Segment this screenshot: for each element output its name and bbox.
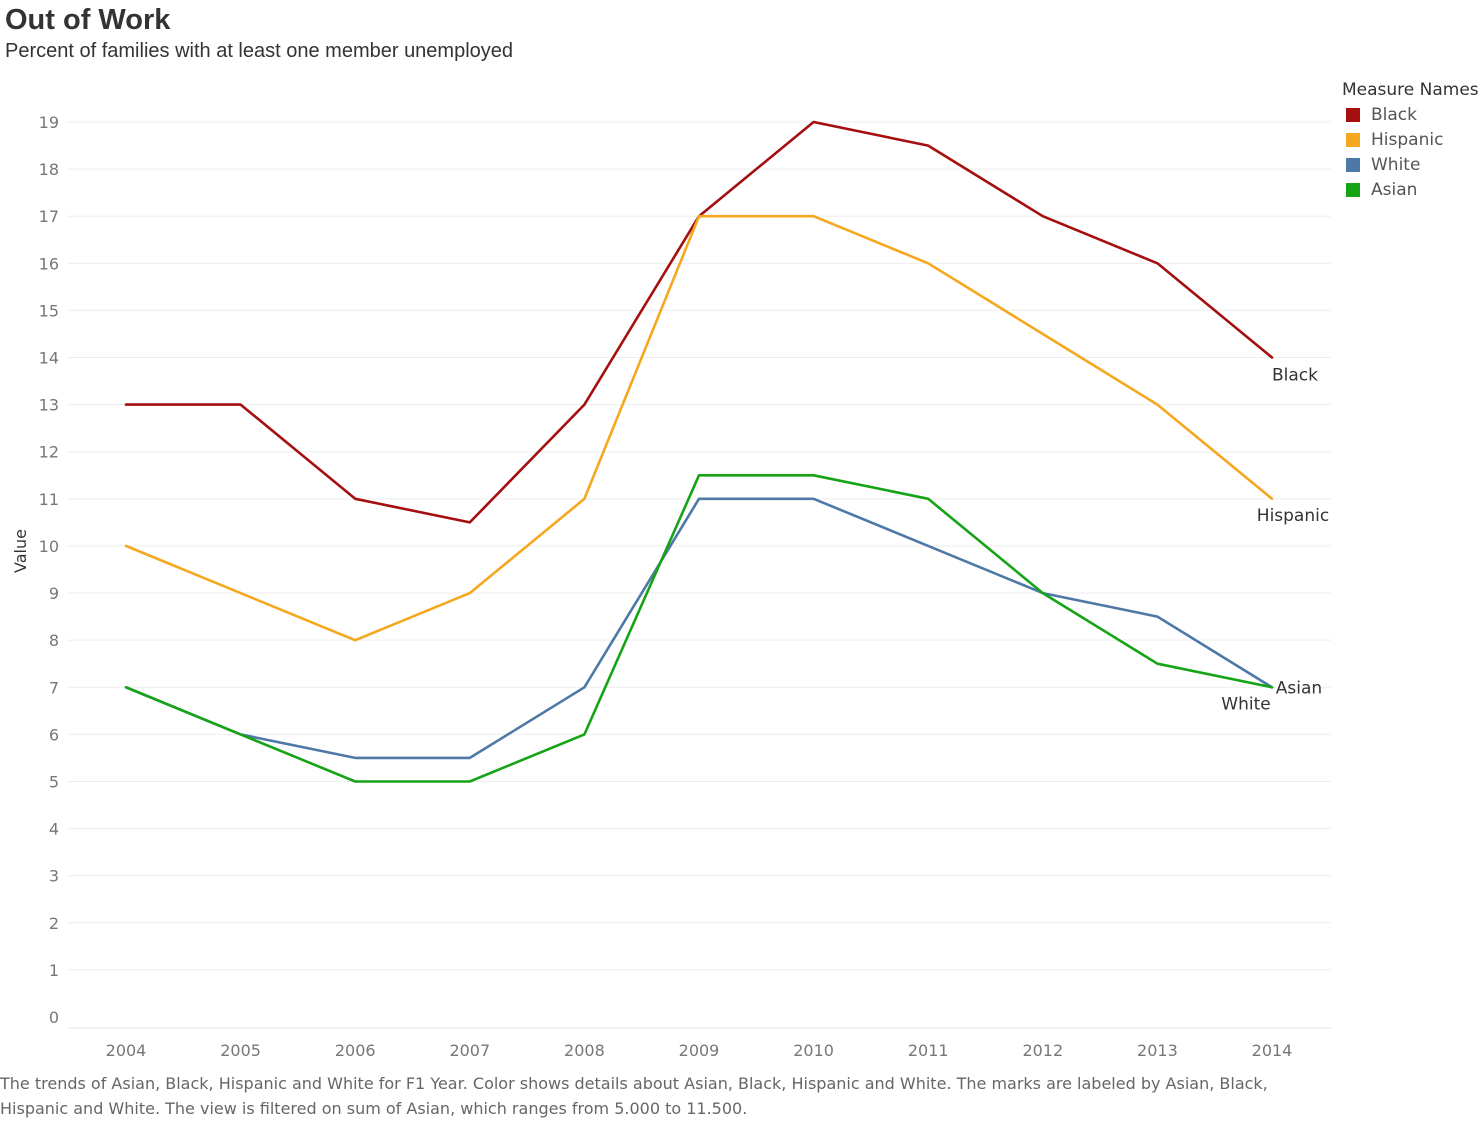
y-tick-label: 7 [49, 678, 59, 697]
x-tick-label: 2006 [335, 1041, 376, 1060]
series-line-white [124, 497, 1274, 760]
series-line-black [124, 120, 1274, 524]
x-tick-label: 2014 [1252, 1041, 1293, 1060]
y-tick-label: 3 [49, 867, 59, 886]
series-line-asian [124, 473, 1274, 783]
y-tick-label: 6 [49, 725, 59, 744]
end-label-hispanic: Hispanic [1257, 506, 1329, 526]
legend-label-asian: Asian [1371, 179, 1418, 200]
y-tick-label: 10 [39, 537, 59, 556]
y-tick-label: 15 [39, 301, 59, 320]
x-tick-label: 2010 [793, 1041, 834, 1060]
y-tick-label: 16 [39, 254, 59, 273]
y-tick-label: 12 [39, 443, 59, 462]
y-tick-label: 18 [39, 160, 59, 179]
y-tick-label: 1 [49, 961, 59, 980]
y-tick-label: 5 [49, 772, 59, 791]
x-tick-label: 2013 [1137, 1041, 1178, 1060]
y-tick-label: 14 [39, 349, 59, 368]
axes: Value 0123456789101112131415161718192004… [11, 113, 1331, 1060]
y-tick-label: 8 [49, 631, 59, 650]
legend: Measure Names Black Hispanic White Asian [1342, 80, 1479, 202]
legend-item-asian[interactable]: Asian [1342, 177, 1479, 202]
x-tick-label: 2008 [564, 1041, 605, 1060]
legend-label-white: White [1371, 154, 1421, 175]
y-tick-label: 9 [49, 584, 59, 603]
y-tick-label: 11 [39, 490, 59, 509]
chart-subtitle: Percent of families with at least one me… [5, 40, 514, 62]
end-label-black: Black [1272, 366, 1318, 386]
y-tick-label: 19 [39, 113, 59, 132]
chart-title: Out of Work [5, 4, 171, 36]
legend-swatch-hispanic [1346, 132, 1360, 147]
end-labels: Black Hispanic White Asian [1221, 366, 1329, 715]
x-tick-label: 2004 [106, 1041, 147, 1060]
gridlines [68, 121, 1331, 971]
legend-item-black[interactable]: Black [1342, 102, 1479, 127]
legend-label-black: Black [1371, 104, 1417, 125]
legend-title: Measure Names [1342, 80, 1479, 100]
legend-label-hispanic: Hispanic [1371, 129, 1444, 150]
y-tick-label: 4 [49, 820, 59, 839]
legend-swatch-asian [1346, 182, 1360, 197]
x-tick-label: 2007 [449, 1041, 490, 1060]
end-label-asian: Asian [1276, 678, 1322, 698]
chart-caption: The trends of Asian, Black, Hispanic and… [0, 1074, 1268, 1118]
x-tick-label: 2012 [1022, 1041, 1063, 1060]
y-tick-label: 13 [39, 396, 59, 415]
x-tick-label: 2011 [908, 1041, 949, 1060]
series-lines [124, 120, 1274, 783]
x-tick-label: 2009 [679, 1041, 720, 1060]
x-tick-label: 2005 [220, 1041, 261, 1060]
legend-item-hispanic[interactable]: Hispanic [1342, 127, 1479, 152]
legend-swatch-black [1346, 107, 1360, 122]
end-label-white: White [1221, 694, 1270, 714]
legend-swatch-white [1346, 157, 1360, 172]
y-axis-title: Value [11, 529, 30, 573]
y-tick-label: 17 [39, 207, 59, 226]
legend-item-white[interactable]: White [1342, 152, 1479, 177]
series-line-hispanic [124, 214, 1274, 642]
y-tick-label: 0 [49, 1008, 59, 1027]
y-tick-label: 2 [49, 914, 59, 933]
